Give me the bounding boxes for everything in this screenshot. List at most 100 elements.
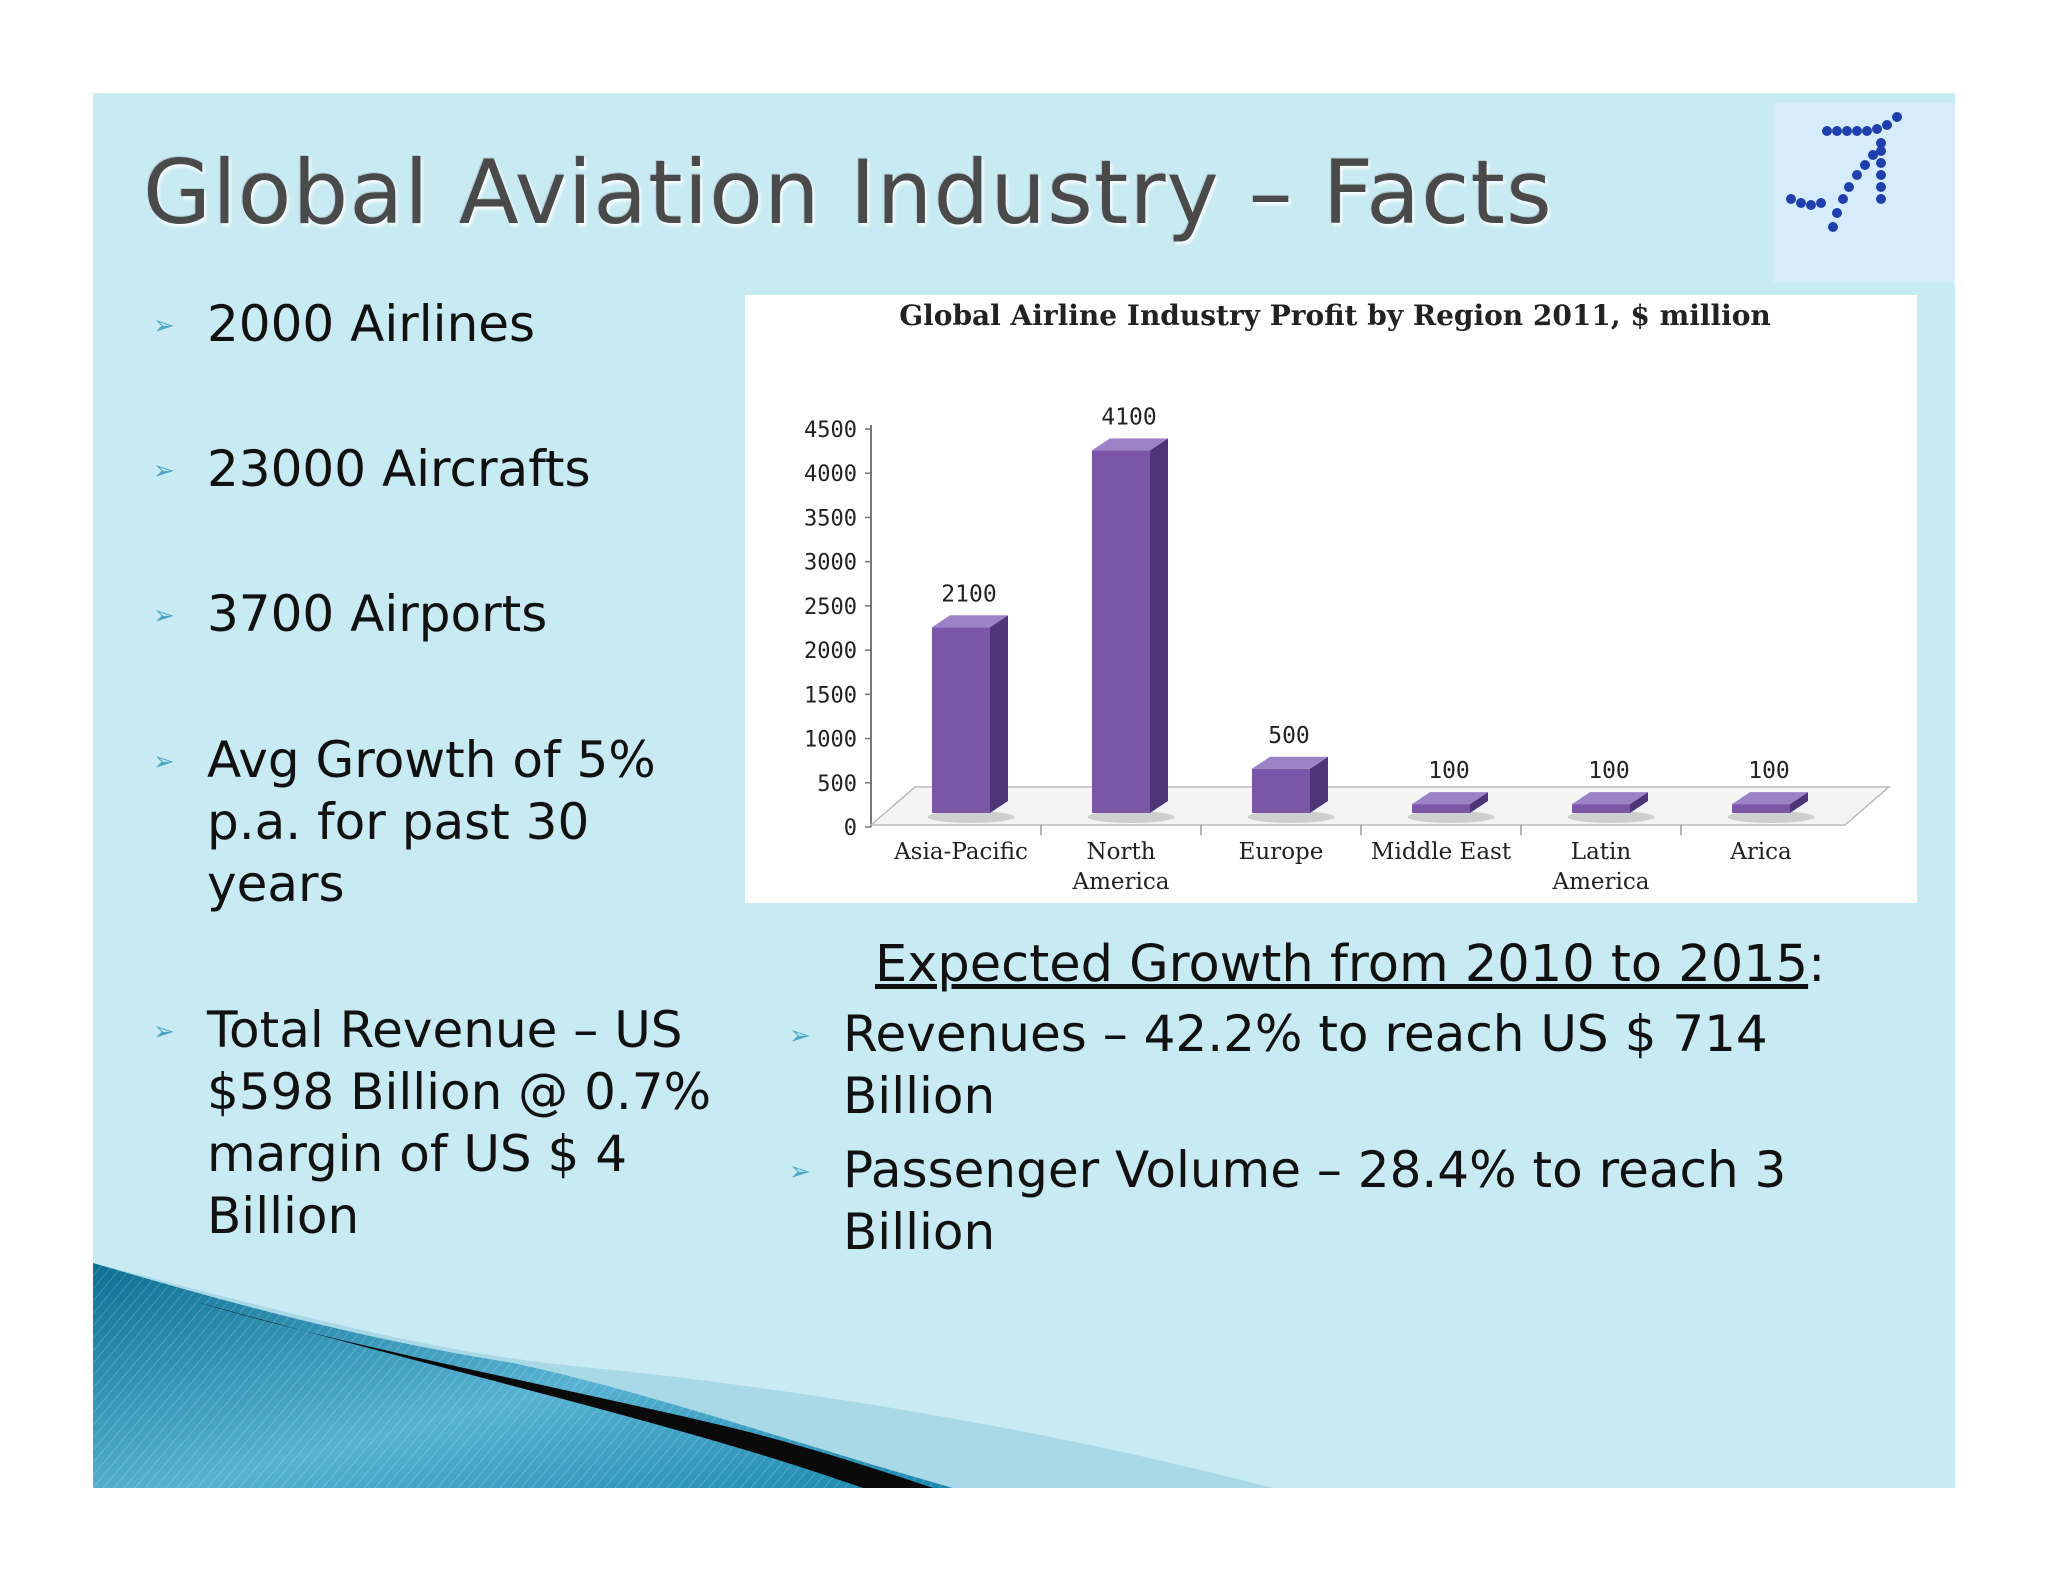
logo-dot [1816,198,1826,208]
logo-dot [1822,126,1832,136]
bar [932,627,990,813]
growth-heading: Expected Growth from 2010 to 2015: [875,935,1825,994]
list-item: ➢ Avg Growth of 5% p.a. for past 30 year… [149,729,747,915]
y-tick-label: 1500 [804,683,857,708]
bar-side [1470,792,1488,813]
list-item: ➢ Passenger Volume – 28.4% to reach 3 Bi… [785,1139,1905,1263]
bar-side [1790,792,1808,813]
list-item: ➢ Total Revenue – US $598 Billion @ 0.7%… [149,999,807,1247]
bar-shadow [1567,811,1655,823]
arrowhead-bullet-icon: ➢ [153,456,175,486]
logo-dot [1862,126,1872,136]
x-tick-label: America [1552,869,1650,895]
logo-dot [1892,112,1902,122]
bar-shadow [1247,811,1335,823]
x-tick-label: Asia-Pacific [893,839,1028,865]
logo-dot [1876,182,1886,192]
bar [1732,804,1790,813]
logo-dot [1828,222,1838,232]
bar-side [1630,792,1648,813]
logo-dot [1842,126,1852,136]
data-label: 100 [1748,758,1790,784]
bar-top [1252,756,1328,769]
list-item: ➢ 23000 Aircrafts [149,438,847,500]
fact-growth: Avg Growth of 5% p.a. for past 30 years [207,731,656,913]
y-tick-label: 4500 [804,418,857,443]
arrowhead-bullet-icon: ➢ [153,1017,175,1047]
data-label: 500 [1268,723,1310,749]
logo-dot [1806,200,1816,210]
bar-side [1310,756,1328,813]
growth-passengers: Passenger Volume – 28.4% to reach 3 Bill… [843,1141,1787,1261]
x-tick-label: Latin [1571,839,1632,865]
bar-side [1150,438,1168,813]
logo-dot [1868,150,1878,160]
fact-airports: 3700 Airports [207,585,548,643]
logo-dot [1796,198,1806,208]
bar-top [1412,792,1488,805]
bar [1412,804,1470,813]
logo-dot [1852,170,1862,180]
fact-revenue: Total Revenue – US $598 Billion @ 0.7% m… [207,1001,712,1245]
y-tick-label: 0 [844,816,857,841]
bar-top [1732,792,1808,805]
bar-shadow [1727,811,1815,823]
slide: Global Aviation Industry – Facts ➢ 2000 … [93,93,1955,1488]
logo-dot [1844,182,1854,192]
logo-dot [1872,124,1882,134]
dotted-airplane-icon [1786,112,1902,232]
x-tick-label: Middle East [1371,839,1512,865]
y-tick-label: 4000 [804,462,857,487]
logo-dot [1876,158,1886,168]
chart-title: Global Airline Industry Profit by Region… [899,299,1771,332]
bar-top [1572,792,1648,805]
fact-aircrafts: 23000 Aircrafts [207,440,591,498]
logo-dot [1786,194,1796,204]
decorative-swoosh [93,1263,1273,1488]
growth-revenues: Revenues – 42.2% to reach US $ 714 Billi… [843,1005,1768,1125]
bar [1092,450,1150,813]
x-tick-label: Europe [1239,839,1324,865]
data-label: 2100 [941,581,996,607]
bar-side [990,615,1008,813]
logo-dot [1852,126,1862,136]
bar-shadow [927,811,1015,823]
logo-dot [1876,146,1886,156]
x-tick-label: America [1072,869,1170,895]
arrowhead-bullet-icon: ➢ [789,1157,811,1187]
logo-dot [1876,170,1886,180]
growth-heading-text: Expected Growth from 2010 to 2015 [875,935,1809,994]
y-tick-label: 500 [817,772,857,797]
bar-top [932,615,1008,628]
logo-dot [1876,194,1886,204]
y-tick-label: 2000 [804,639,857,664]
logo-dot [1876,138,1886,148]
logo-dot [1882,120,1892,130]
y-tick-label: 1000 [804,728,857,753]
y-tick-label: 3500 [804,506,857,531]
logo [1773,103,1955,283]
bar-top [1092,438,1168,451]
arrowhead-bullet-icon: ➢ [789,1021,811,1051]
logo-dot [1832,126,1842,136]
arrowhead-bullet-icon: ➢ [153,747,175,777]
bar [1572,804,1630,813]
x-tick-label: North [1086,839,1155,865]
arrowhead-bullet-icon: ➢ [153,601,175,631]
fact-airlines: 2000 Airlines [207,295,536,353]
list-item: ➢ 2000 Airlines [149,293,847,355]
bar [1252,768,1310,813]
data-label: 4100 [1101,404,1156,430]
list-item: ➢ Revenues – 42.2% to reach US $ 714 Bil… [785,1003,1905,1127]
arrowhead-bullet-icon: ➢ [153,311,175,341]
profit-chart: Global Airline Industry Profit by Region… [745,295,1917,903]
logo-dot [1860,160,1870,170]
growth-heading-colon: : [1808,935,1826,994]
logo-dot [1838,194,1848,204]
chart-canvas: Global Airline Industry Profit by Region… [804,299,1892,895]
logo-dot [1832,208,1842,218]
list-item: ➢ 3700 Airports [149,583,847,645]
data-label: 100 [1428,758,1470,784]
data-label: 100 [1588,758,1630,784]
slide-title: Global Aviation Industry – Facts [143,141,1553,244]
